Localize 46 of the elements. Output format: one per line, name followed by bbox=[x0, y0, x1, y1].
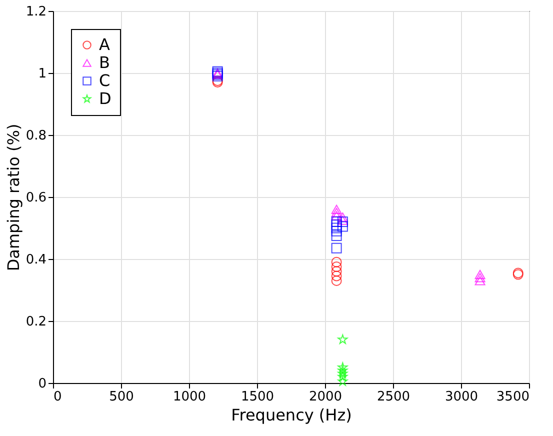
x-tick-label: 3500 bbox=[496, 390, 530, 404]
point bbox=[474, 272, 486, 282]
x-tick-label: 2500 bbox=[376, 390, 410, 404]
point bbox=[331, 208, 342, 218]
point bbox=[331, 230, 342, 241]
legend-label: B bbox=[99, 53, 110, 72]
point bbox=[331, 226, 342, 236]
point bbox=[331, 270, 342, 282]
point bbox=[331, 275, 342, 286]
x-tick-label: 500 bbox=[109, 390, 134, 404]
point bbox=[331, 256, 342, 268]
point bbox=[337, 216, 348, 225]
point bbox=[331, 262, 342, 272]
point bbox=[338, 368, 348, 378]
y-tick-label: 0.2 bbox=[26, 314, 46, 330]
x-axis-title: Frequency (Hz) bbox=[231, 406, 352, 424]
legend-label: D bbox=[99, 89, 112, 108]
y-axis-title: Damping ratio (%) bbox=[4, 124, 23, 272]
point bbox=[474, 276, 486, 286]
legend-label: A bbox=[99, 35, 110, 54]
point bbox=[331, 242, 342, 254]
point bbox=[337, 221, 348, 232]
y-tick-label: 0.4 bbox=[26, 252, 46, 268]
x-tick-label: 1500 bbox=[240, 390, 274, 404]
point bbox=[338, 362, 348, 372]
point bbox=[338, 365, 348, 375]
point bbox=[331, 210, 342, 220]
y-tick-label: 0.8 bbox=[26, 128, 46, 144]
y-tick-label: 1.2 bbox=[26, 4, 46, 20]
point bbox=[338, 372, 348, 382]
x-tick-label: 0 bbox=[54, 390, 62, 404]
y-tick-label: 0 bbox=[38, 376, 46, 392]
y-tick-label: 1 bbox=[38, 66, 46, 82]
point bbox=[331, 222, 342, 234]
point bbox=[331, 220, 342, 230]
point bbox=[338, 334, 348, 344]
legend-label: C bbox=[99, 71, 110, 90]
point bbox=[331, 204, 342, 214]
point bbox=[331, 266, 342, 277]
y-tick-label: 0.6 bbox=[26, 190, 46, 206]
x-tick-label: 2000 bbox=[308, 390, 342, 404]
point bbox=[474, 270, 486, 280]
point bbox=[337, 216, 348, 228]
point bbox=[338, 376, 348, 386]
x-tick-label: 1000 bbox=[172, 390, 206, 404]
x-tick-label: 3000 bbox=[444, 390, 478, 404]
